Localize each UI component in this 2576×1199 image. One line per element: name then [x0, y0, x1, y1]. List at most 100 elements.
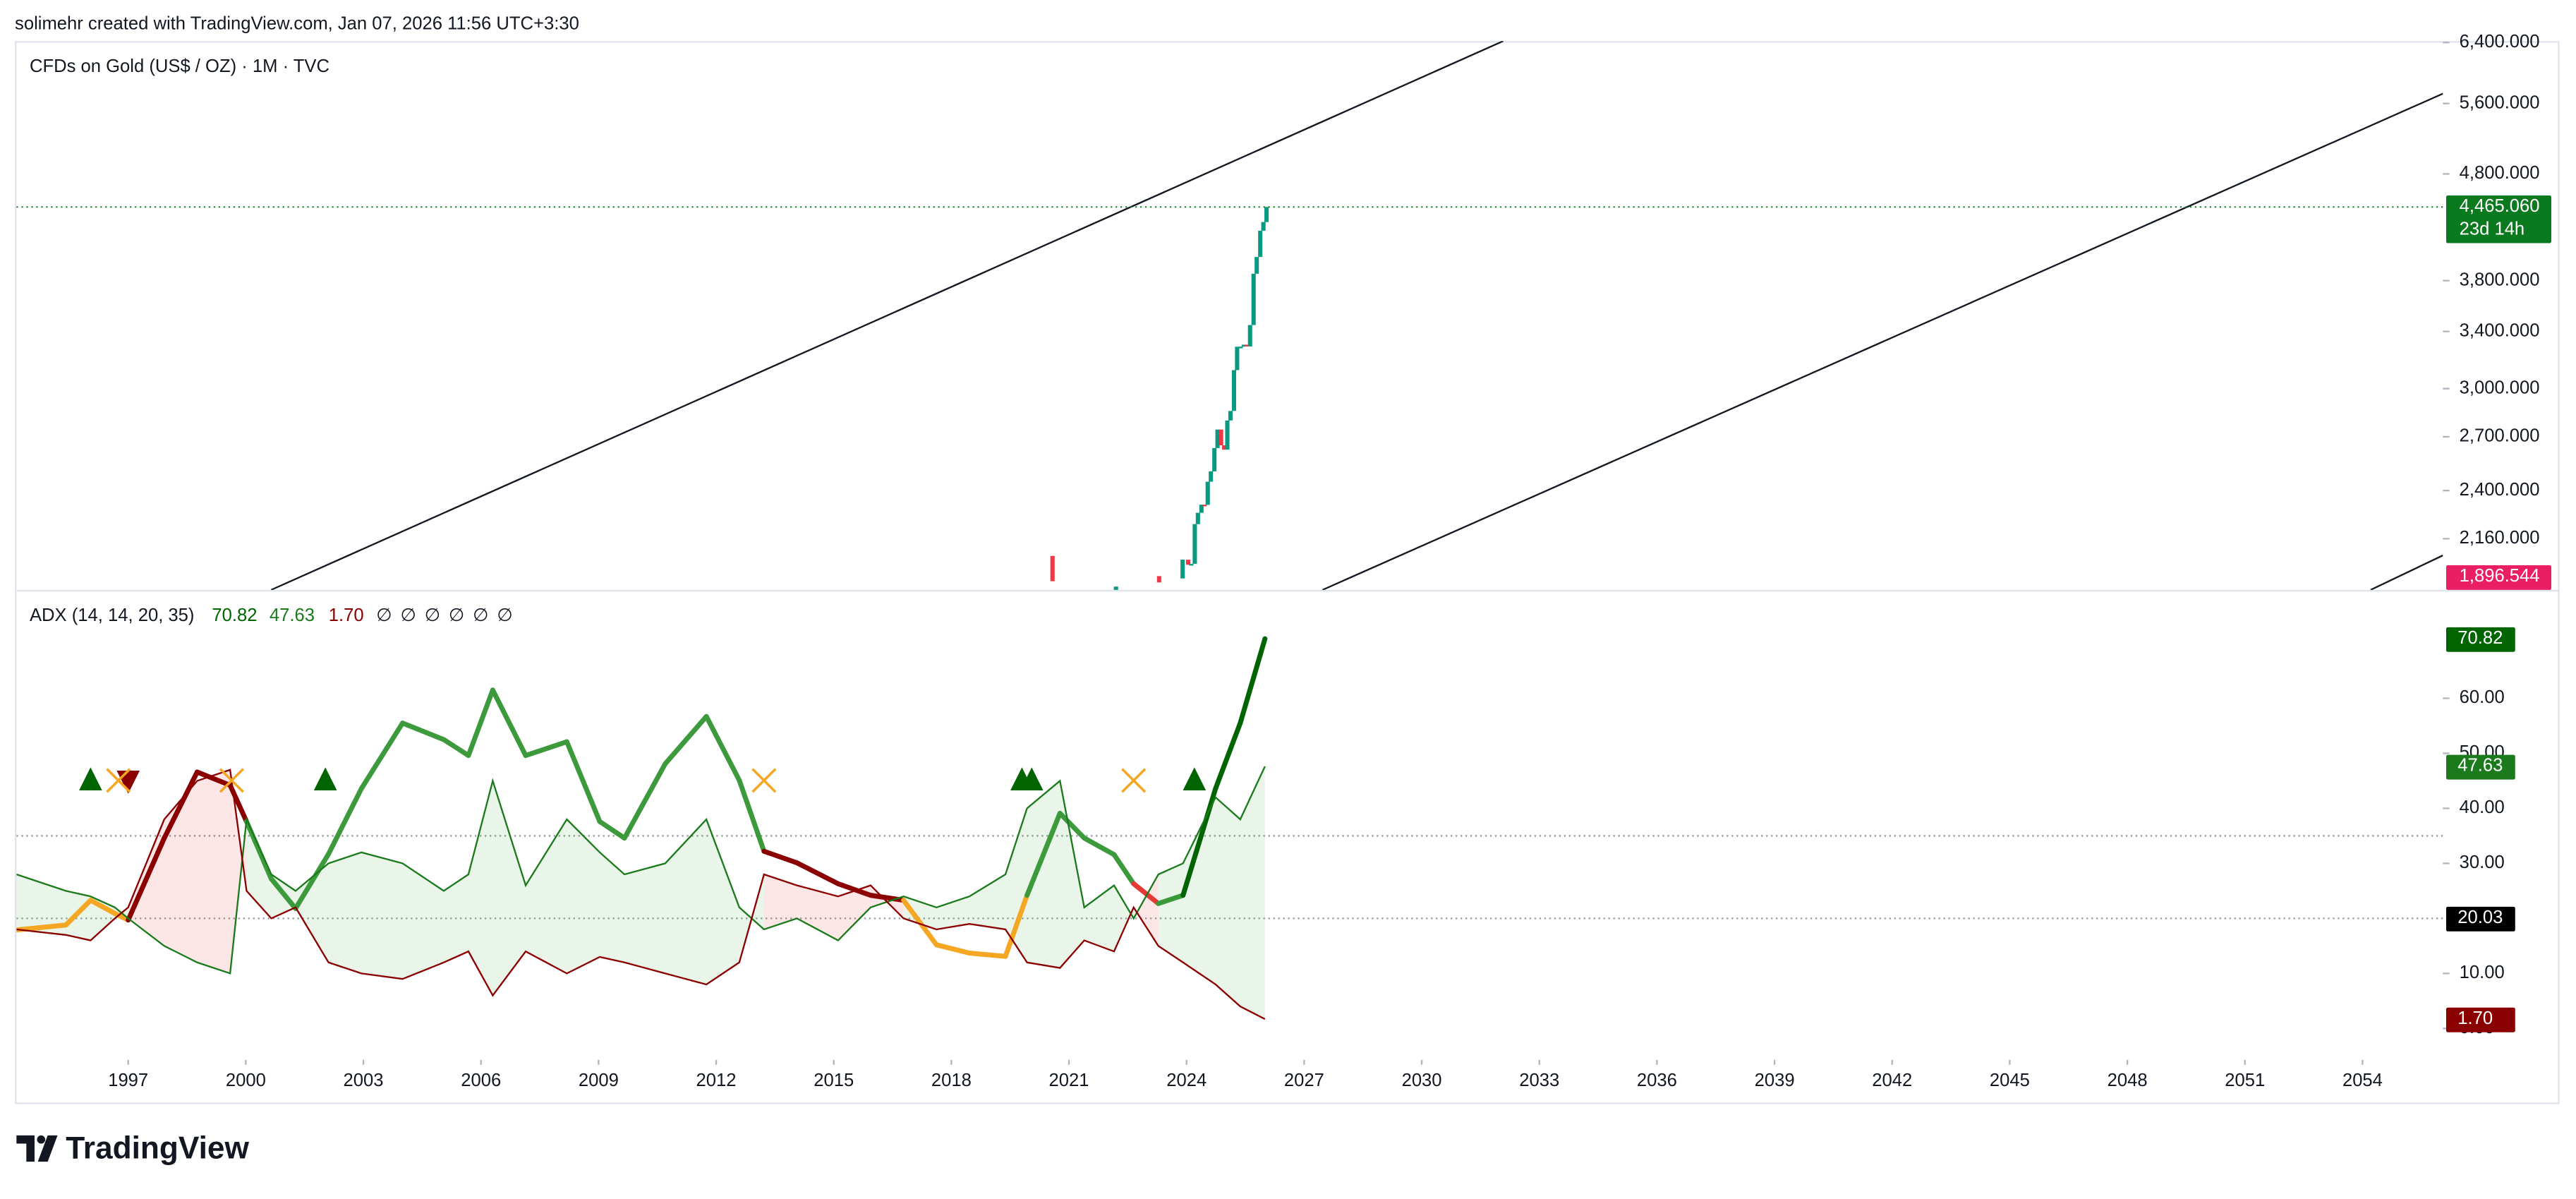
- adx-segment: [1238, 636, 1268, 726]
- x-tick-label: 2003: [344, 1071, 384, 1090]
- x-tick-label: 2021: [1049, 1071, 1089, 1090]
- candle: [1231, 370, 1236, 411]
- legend-empty: ∅: [376, 605, 392, 625]
- candle: [1228, 411, 1233, 421]
- y-tick-label: 60.00: [2460, 687, 2505, 707]
- last-price-label: 4,465.060: [2460, 196, 2540, 216]
- x-tick-label: 2012: [696, 1071, 737, 1090]
- legend-value: 1.70: [329, 605, 364, 625]
- adx-segment: [1131, 881, 1161, 906]
- di-fill: [936, 896, 969, 929]
- adx-segment: [293, 851, 332, 911]
- y-tick-label: 4,800.000: [2460, 163, 2540, 183]
- candle: [1245, 344, 1250, 347]
- di-fill: [443, 874, 468, 963]
- candle: [1251, 273, 1256, 325]
- candle: [1180, 560, 1185, 579]
- adx-segment: [737, 778, 767, 854]
- di-fill: [903, 896, 937, 929]
- x-tick-label: 2000: [226, 1071, 266, 1090]
- x-tick-label: 2036: [1637, 1071, 1677, 1090]
- overlay: 6,400.000 5,600.000 4,800.000 3,800.000 3,40…: [16, 32, 2552, 1090]
- di-fill: [1060, 781, 1084, 968]
- di-line: [16, 769, 1266, 1020]
- adx-segment: [523, 739, 569, 759]
- di-fill: [246, 819, 272, 919]
- di-fill: [468, 781, 493, 996]
- adx-segment: [441, 737, 471, 759]
- chart-frame: [15, 41, 2560, 1104]
- candle: [1205, 481, 1210, 505]
- di-fill: [1113, 885, 1134, 952]
- y-tick-label: 5,600.000: [2460, 92, 2540, 112]
- y-tick-label: 30.00: [2460, 852, 2505, 872]
- y-tick-label: 40.00: [2460, 797, 2505, 817]
- candle: [1241, 344, 1246, 347]
- signal-up: [1020, 767, 1044, 790]
- value-box: [2445, 1007, 2515, 1032]
- di-fill: [1215, 797, 1240, 1007]
- logo-shape: [37, 1135, 58, 1162]
- price-pane: [1050, 207, 1269, 590]
- y-tick-label: 2,700.000: [2460, 426, 2540, 446]
- logo-shape: [37, 1135, 46, 1144]
- adx-segment: [194, 769, 233, 788]
- level-label: 1,896.544: [2460, 566, 2540, 586]
- value-box: [2445, 754, 2515, 780]
- y-tick-label: 3,000.000: [2460, 378, 2540, 397]
- candle: [1199, 505, 1204, 513]
- adx-segment: [761, 848, 799, 866]
- di-fill: [1005, 808, 1027, 963]
- di-fill: [1240, 766, 1265, 1020]
- candle: [1219, 429, 1223, 445]
- adx-segment: [112, 910, 131, 923]
- legend-empty: ∅: [449, 605, 464, 625]
- candle: [1189, 564, 1194, 566]
- di-fill: [600, 852, 625, 963]
- di-line: [16, 766, 1266, 975]
- x-tick-label: 2030: [1402, 1071, 1442, 1090]
- y-tick-label: 2,160.000: [2460, 528, 2540, 548]
- signal-cross: [1121, 768, 1147, 793]
- candle: [1113, 586, 1118, 590]
- trend-line: [270, 41, 1504, 590]
- adx-segment: [868, 893, 907, 903]
- indicator-title: ADX (14, 14, 20, 35): [30, 605, 194, 625]
- header-text: solimehr created with TradingView.com, J…: [15, 14, 579, 34]
- candle: [1225, 420, 1230, 450]
- last-price-box: [2445, 195, 2552, 243]
- candle: [1235, 347, 1240, 370]
- signal-up: [79, 767, 102, 790]
- signal-cross: [219, 768, 244, 793]
- signal-up: [313, 767, 337, 790]
- drawings: [270, 41, 2443, 590]
- signal-cross: [106, 768, 131, 793]
- di-fill: [797, 885, 838, 941]
- y-tick-label: 3,400.000: [2460, 320, 2540, 340]
- candle: [1215, 429, 1220, 448]
- adx-segment: [326, 785, 364, 857]
- adx-segment: [1213, 721, 1243, 791]
- candle: [1258, 230, 1263, 258]
- x-tick-label: 2006: [461, 1071, 501, 1090]
- legend-empty: ∅: [425, 605, 440, 625]
- adx-segment: [87, 898, 118, 916]
- x-tick-label: 2048: [2108, 1071, 2148, 1090]
- di-fill: [837, 885, 871, 941]
- di-fill: [492, 781, 526, 996]
- candle: [1202, 505, 1207, 507]
- adx-segment: [901, 898, 939, 948]
- candle: [1261, 222, 1266, 231]
- adx-segment: [1180, 785, 1219, 898]
- candle: [1050, 555, 1055, 582]
- countdown: 23d 14h: [2460, 219, 2525, 239]
- di-fill: [16, 874, 66, 935]
- adx-segment: [358, 721, 406, 791]
- x-tick-label: 2009: [579, 1071, 619, 1090]
- adx-segment: [622, 761, 668, 841]
- di-fill: [328, 852, 362, 974]
- di-fill: [1183, 797, 1216, 984]
- adx-segment: [1024, 810, 1063, 898]
- di-fill: [230, 769, 247, 974]
